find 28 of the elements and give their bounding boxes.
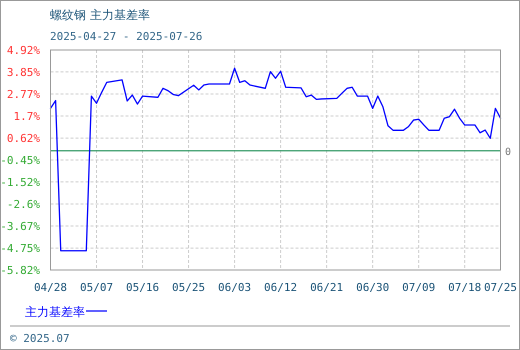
y-tick-label: -5.82% xyxy=(0,264,40,277)
legend-label: 主力基差率 xyxy=(25,305,85,319)
y-tick-label: 3.85% xyxy=(6,66,40,79)
x-tick-label: 06/12 xyxy=(264,281,298,294)
chart-title: 螺纹钢 主力基差率 xyxy=(50,8,150,22)
x-tick-label: 06/30 xyxy=(356,281,390,294)
y-tick-label: -2.6% xyxy=(6,198,40,212)
y-tick-label: -4.75% xyxy=(0,242,40,256)
line-series xyxy=(50,68,502,252)
x-tick-label: 07/18 xyxy=(448,281,482,294)
x-tick-label: 06/21 xyxy=(310,281,344,294)
y-tick-label: -0.45% xyxy=(0,154,40,167)
x-tick-label: 05/25 xyxy=(172,281,206,294)
y-tick-label: 4.92% xyxy=(6,44,40,57)
y-tick-label: -1.52% xyxy=(0,176,40,189)
x-tick-label: 07/09 xyxy=(402,281,436,294)
x-tick-label: 04/28 xyxy=(34,281,68,294)
y-tick-label: 0.62% xyxy=(6,132,40,146)
x-tick-label: 06/03 xyxy=(218,281,252,294)
chart-subtitle: 2025-04-27 - 2025-07-26 xyxy=(50,30,202,43)
ref-line-label: 0 xyxy=(505,146,512,158)
y-tick-label: 1.7% xyxy=(14,110,40,123)
x-tick-label: 05/16 xyxy=(126,281,160,294)
text: © 2025.07 xyxy=(10,332,70,345)
x-tick-label: 07/25 xyxy=(484,281,518,294)
y-tick-label: 2.77% xyxy=(6,88,40,102)
y-tick-label: -3.67% xyxy=(0,220,40,233)
x-tick-label: 05/07 xyxy=(80,281,114,294)
